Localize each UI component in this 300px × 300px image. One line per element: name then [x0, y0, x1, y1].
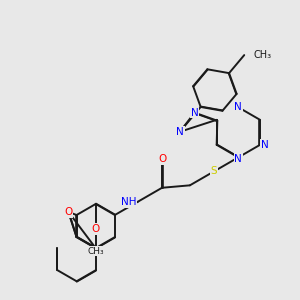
Text: N: N [176, 127, 184, 137]
Text: O: O [92, 224, 100, 234]
Text: N: N [260, 140, 268, 150]
Text: N: N [191, 108, 199, 118]
Text: N: N [235, 102, 242, 112]
Text: NH: NH [121, 197, 136, 207]
Text: O: O [64, 207, 73, 217]
Text: CH₃: CH₃ [253, 50, 271, 60]
Text: S: S [211, 166, 217, 176]
Text: CH₃: CH₃ [87, 247, 104, 256]
Text: O: O [158, 154, 166, 164]
Text: N: N [235, 154, 242, 164]
